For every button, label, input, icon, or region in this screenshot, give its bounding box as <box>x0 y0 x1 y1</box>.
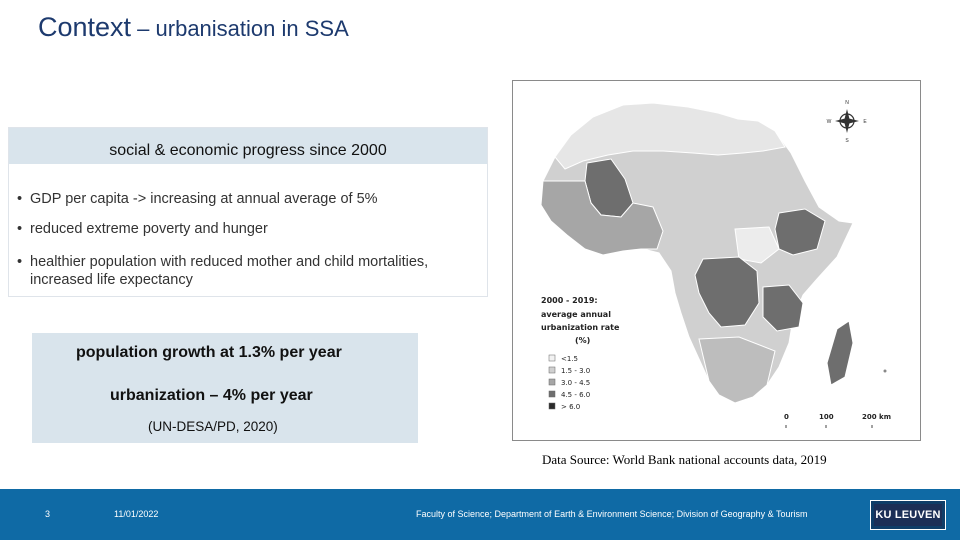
legend-swatch-5 <box>548 402 556 410</box>
legend-label-3: 3.0 - 4.5 <box>561 379 590 387</box>
compass-w: W <box>827 119 832 125</box>
legend-title-1: 2000 - 2019: <box>541 296 598 305</box>
scale-label-0: 0 <box>784 413 789 421</box>
legend-swatch-4 <box>548 390 556 398</box>
population-growth-text: population growth at 1.3% per year <box>76 344 342 361</box>
legend-title-4: (%) <box>575 336 590 345</box>
ethiopia-region <box>774 208 826 256</box>
map-legend: 2000 - 2019: average annual urbanization… <box>541 296 620 345</box>
title-subtitle: – urbanisation in SSA <box>131 16 349 41</box>
legend-swatch-3 <box>548 378 556 386</box>
footer: 3 11/01/2022 Faculty of Science; Departm… <box>0 489 960 540</box>
legend-label-2: 1.5 - 3.0 <box>561 367 590 375</box>
legend-label-4: 4.5 - 6.0 <box>561 391 590 399</box>
compass-e: E <box>863 119 867 125</box>
legend-swatch-1 <box>548 354 556 362</box>
scale-bar: 0 100 200 km <box>784 413 891 428</box>
progress-header: social & economic progress since 2000 <box>9 128 487 164</box>
progress-box: social & economic progress since 2000 GD… <box>8 127 488 297</box>
legend-items: <1.5 1.5 - 3.0 3.0 - 4.5 4.5 - 6.0 > 6.0 <box>548 354 590 411</box>
scale-label-100: 100 <box>819 413 834 421</box>
bullet-poverty: reduced extreme poverty and hunger <box>17 220 268 238</box>
scale-label-200: 200 km <box>862 413 891 421</box>
data-source: Data Source: World Bank national account… <box>542 452 827 467</box>
legend-title-2: average annual <box>541 310 611 319</box>
citation-text: (UN-DESA/PD, 2020) <box>148 419 278 434</box>
drc-region <box>694 256 760 328</box>
bullet-health: healthier population with reduced mother… <box>17 253 430 289</box>
bullet-gdp: GDP per capita -> increasing at annual a… <box>17 190 378 208</box>
tanzania-region <box>762 284 804 332</box>
logo-text: KU LEUVEN <box>874 504 942 526</box>
compass-s: S <box>845 138 849 144</box>
legend-title-3: urbanization rate <box>541 323 620 332</box>
south-sudan-region <box>734 226 780 264</box>
west-africa-region <box>540 180 664 256</box>
north-africa-region <box>554 102 786 170</box>
compass-icon: N E S W <box>827 100 868 144</box>
ku-leuven-logo: KU LEUVEN <box>870 500 946 530</box>
growth-box: population growth at 1.3% per year urban… <box>32 333 418 443</box>
title-main: Context <box>38 12 132 42</box>
island-dot <box>883 369 887 373</box>
footer-date: 11/01/2022 <box>114 509 159 519</box>
africa-urbanization-map: N E S W 2000 - 2019: average annual urba… <box>512 80 921 441</box>
page-number: 3 <box>45 509 51 519</box>
madagascar-region <box>826 320 854 386</box>
footer-affiliation: Faculty of Science; Department of Earth … <box>416 509 808 519</box>
legend-swatch-2 <box>548 366 556 374</box>
southern-africa-region <box>698 336 776 404</box>
slide-title: Context – urbanisation in SSA <box>38 12 349 43</box>
compass-n: N <box>845 100 849 106</box>
urbanization-text: urbanization – 4% per year <box>110 387 313 404</box>
legend-label-5: > 6.0 <box>561 403 580 411</box>
legend-label-1: <1.5 <box>561 355 578 363</box>
